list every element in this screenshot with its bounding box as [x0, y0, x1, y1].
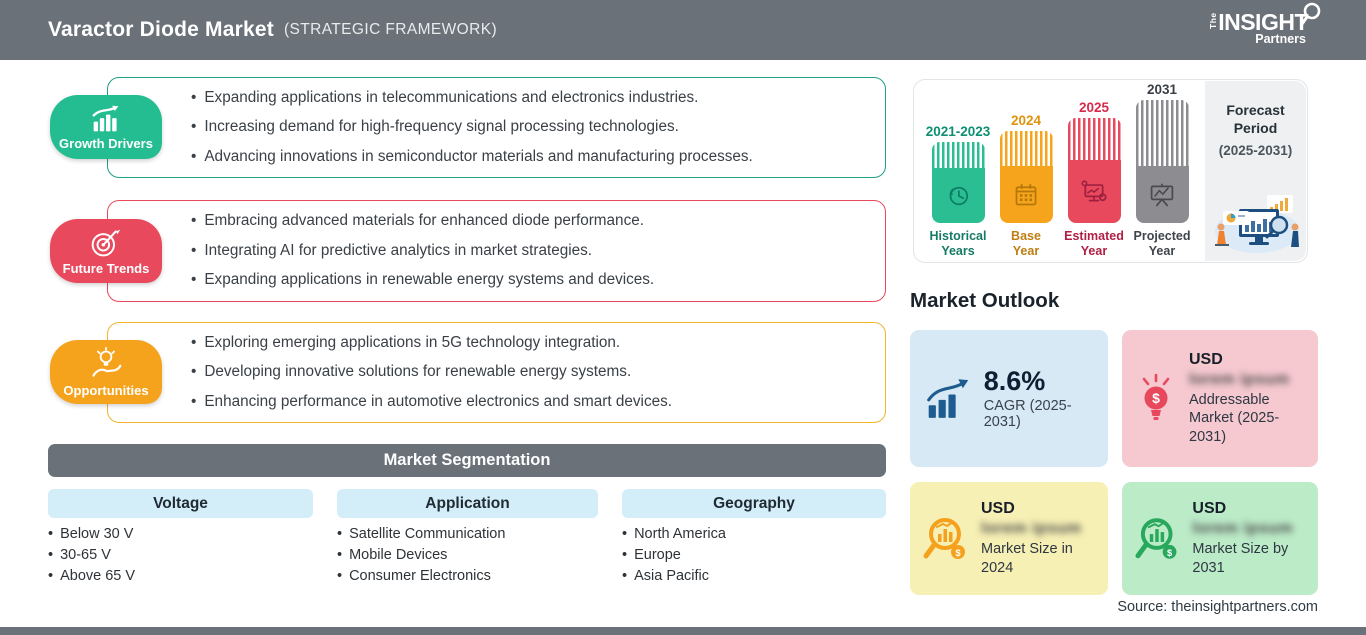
- bar-caption: Estimated Year: [1064, 229, 1124, 258]
- redacted-value: lorem ipsum: [1192, 520, 1294, 538]
- future-trends-section: Embracing advanced materials for enhance…: [0, 200, 900, 302]
- bar-year-label: 2024: [1010, 113, 1042, 128]
- bulb-dollar-icon: $: [1142, 373, 1170, 420]
- bar-caption: Projected Year: [1133, 229, 1191, 258]
- magnifier-chart-icon: $: [923, 517, 965, 559]
- page-subtitle: (STRATEGIC FRAMEWORK): [283, 21, 498, 38]
- estimated-year-bar: 2025 Estimated Year: [1064, 100, 1124, 261]
- voltage-list: Below 30 V 30-65 V Above 65 V: [48, 524, 135, 586]
- presentation-chart-icon: [1150, 183, 1174, 206]
- footer-bar: [0, 627, 1366, 635]
- bullet-item: Integrating AI for predictive analytics …: [191, 242, 867, 261]
- geography-list: North America Europe Asia Pacific: [622, 524, 726, 586]
- svg-text:$: $: [1167, 547, 1173, 557]
- redacted-value: lorem ipsum: [1189, 371, 1290, 389]
- application-list: Satellite Communication Mobile Devices C…: [337, 524, 505, 586]
- growth-drivers-section: Expanding applications in telecommunicat…: [0, 77, 900, 178]
- growth-drivers-badge: Growth Drivers: [50, 95, 162, 159]
- bar-year-label: 2031: [1146, 82, 1178, 97]
- logo-the-text: The: [1208, 11, 1219, 29]
- svg-text:$: $: [1152, 390, 1160, 406]
- magnifier-chart-icon: $: [1135, 517, 1177, 559]
- opportunities-panel: Exploring emerging applications in 5G te…: [107, 322, 886, 423]
- growth-chart-icon: [92, 105, 119, 131]
- currency-label: USD: [1189, 351, 1223, 369]
- cagr-card: 8.6% CAGR (2025-2031): [910, 330, 1108, 467]
- logo-magnifier-icon: [1300, 2, 1321, 26]
- addressable-market-card: $ USD lorem ipsum Addressable Market (20…: [1122, 330, 1318, 467]
- market-size-2024-card: $ USD lorem ipsum Market Size in 2024: [910, 482, 1108, 595]
- logo-partners-text: Partners: [1255, 32, 1306, 46]
- future-trends-panel: Embracing advanced materials for enhance…: [107, 200, 886, 302]
- list-item: Satellite Communication: [337, 524, 505, 545]
- bulb-hand-icon: [92, 346, 122, 377]
- badge-label: Growth Drivers: [59, 135, 153, 151]
- bar-year-label: 2025: [1078, 100, 1110, 115]
- bullet-item: Expanding applications in renewable ener…: [191, 271, 867, 290]
- growth-drivers-panel: Expanding applications in telecommunicat…: [107, 77, 886, 178]
- projected-year-bar: 2031 Projected Year: [1133, 82, 1191, 261]
- list-item: Above 65 V: [48, 565, 135, 586]
- target-dart-icon: [91, 229, 121, 256]
- history-clock-icon: [949, 186, 969, 205]
- segment-header-application: Application: [337, 489, 598, 518]
- badge-label: Future Trends: [62, 260, 150, 276]
- bullet-item: Advancing innovations in semiconductor m…: [191, 148, 867, 167]
- timeline-bars: 2021-2023 Historical Years 2024: [926, 80, 1191, 261]
- cagr-label: CAGR (2025-2031): [983, 398, 1072, 431]
- card-label: Addressable Market (2025-2031): [1189, 392, 1280, 445]
- opportunities-badge: Opportunities: [50, 340, 162, 404]
- page-title: Varactor Diode Market: [48, 18, 274, 41]
- list-item: Asia Pacific: [622, 565, 726, 586]
- forecast-period-range: (2025-2031): [1218, 143, 1293, 158]
- forecast-period-panel: Forecast Period (2025-2031): [1205, 81, 1306, 261]
- bar-caption: Historical Years: [929, 229, 987, 258]
- bullet-item: Exploring emerging applications in 5G te…: [191, 334, 867, 353]
- list-item: Europe: [622, 545, 726, 566]
- bullet-item: Developing innovative solutions for rene…: [191, 363, 867, 382]
- base-year-bar: 2024 Base Year: [998, 113, 1054, 261]
- list-item: 30-65 V: [48, 545, 135, 566]
- opportunities-section: Exploring emerging applications in 5G te…: [0, 322, 900, 423]
- list-item: Mobile Devices: [337, 545, 505, 566]
- future-trends-badge: Future Trends: [50, 219, 162, 283]
- currency-label: USD: [1192, 500, 1227, 518]
- market-size-2031-card: $ USD lorem ipsum Market Size by 2031: [1122, 482, 1318, 595]
- segment-header-voltage: Voltage: [48, 489, 313, 518]
- market-outlook-title: Market Outlook: [910, 289, 1060, 312]
- cagr-chart-icon: [927, 378, 969, 418]
- bullet-item: Enhancing performance in automotive elec…: [191, 393, 867, 412]
- bullet-item: Expanding applications in telecommunicat…: [191, 89, 867, 108]
- historical-years-bar: 2021-2023 Historical Years: [926, 124, 991, 261]
- segment-header-geography: Geography: [622, 489, 886, 518]
- cagr-value: 8.6%: [983, 365, 1046, 396]
- header-bar: Varactor Diode Market (STRATEGIC FRAMEWO…: [0, 0, 1366, 60]
- source-attribution: Source: theinsightpartners.com: [1117, 599, 1318, 615]
- currency-label: USD: [981, 500, 1015, 518]
- bullet-item: Embracing advanced materials for enhance…: [191, 212, 867, 231]
- card-label: Market Size by 2031: [1192, 541, 1289, 576]
- list-item: Consumer Electronics: [337, 565, 505, 586]
- badge-label: Opportunities: [63, 382, 149, 398]
- brand-logo: The INSIGHT Partners: [1208, 2, 1321, 46]
- bullet-item: Increasing demand for high-frequency sig…: [191, 118, 867, 137]
- monitor-gear-icon: [1081, 179, 1107, 202]
- market-segmentation-header: Market Segmentation: [48, 444, 886, 477]
- list-item: North America: [622, 524, 726, 545]
- svg-text:$: $: [955, 548, 961, 559]
- card-label: Market Size in 2024: [981, 541, 1073, 576]
- timeline-chart-card: 2021-2023 Historical Years 2024: [913, 79, 1308, 263]
- redacted-value: lorem ipsum: [981, 520, 1082, 538]
- analytics-illustration: [1215, 195, 1299, 253]
- list-item: Below 30 V: [48, 524, 135, 545]
- calendar-icon: [1015, 183, 1037, 205]
- bar-caption: Base Year: [1011, 229, 1041, 258]
- bar-year-label: 2021-2023: [925, 124, 991, 139]
- logo-insight-text: INSIGHT: [1218, 9, 1308, 35]
- forecast-period-title: Forecast Period: [1226, 102, 1285, 136]
